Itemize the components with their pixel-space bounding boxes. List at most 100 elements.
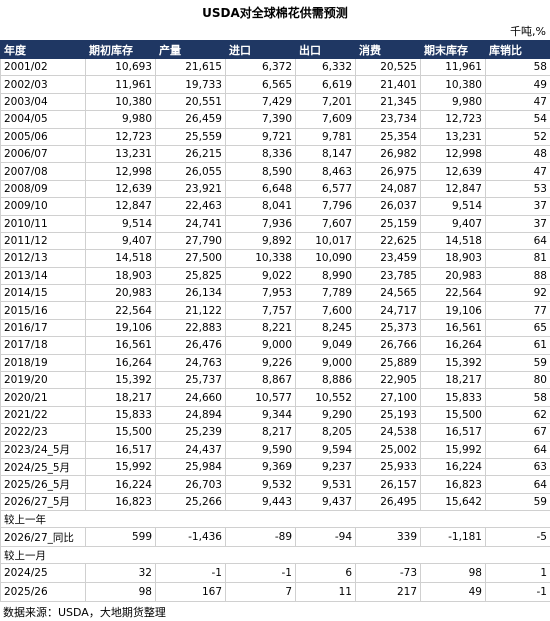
section-label: 较上一年 (0, 510, 550, 529)
section-row: 较上一年 (0, 510, 550, 529)
cell-label: 2010/11 (0, 214, 86, 233)
cell-number: 7,390 (225, 110, 296, 129)
cell-number: 98 (85, 582, 156, 603)
section-label: 较上一月 (0, 546, 550, 565)
table-row: 2017/18 16,561 26,476 9,000 9,049 26,766 16,26… (0, 336, 550, 355)
cell-number: -5 (485, 527, 550, 548)
cell-number: 10,017 (295, 231, 356, 251)
cell-number: 8,463 (295, 162, 356, 181)
cell-number: 9,000 (295, 353, 356, 373)
cell-number: 25,193 (355, 405, 421, 425)
cell-number: 67 (485, 423, 550, 442)
cell-number: 64 (485, 231, 550, 251)
cell-number: 98 (420, 563, 486, 584)
table-row: 2019/20 15,392 25,737 8,867 8,886 22,905 18,21… (0, 371, 550, 390)
cell-label: 2012/13 (0, 249, 86, 268)
table-row: 2008/09 12,639 23,921 6,648 6,577 24,087 12,84… (0, 179, 550, 199)
cell-number: 21,615 (155, 57, 226, 77)
cell-number: 24,763 (155, 353, 226, 373)
cell-number: 22,905 (355, 371, 421, 390)
cell-number: 20,983 (420, 266, 486, 286)
source: 数据来源：USDA，大地期货整理 (3, 606, 166, 619)
cell-number: 9,721 (225, 127, 296, 146)
section-row: 较上一月 (0, 546, 550, 565)
cell-number: 8,217 (225, 423, 296, 442)
cell-label: 2016/17 (0, 318, 86, 338)
table-row: 2021/22 15,833 24,894 9,344 9,290 25,193 15,50… (0, 405, 550, 425)
cell-number: 21,345 (355, 92, 421, 112)
cell-label: 2015/16 (0, 301, 86, 320)
cell-number: 7,789 (295, 284, 356, 303)
cell-number: 9,407 (420, 214, 486, 233)
cell-number: 26,982 (355, 144, 421, 164)
cell-number: 64 (485, 440, 550, 459)
cell-number: 26,215 (155, 144, 226, 164)
cell-label: 2024/25_5月 (0, 457, 86, 477)
cell-number: 53 (485, 179, 550, 199)
cell-number: 15,992 (420, 440, 486, 459)
cell-label: 2003/04 (0, 92, 86, 112)
cell-number: 12,998 (420, 144, 486, 164)
table-row: 2011/12 9,407 27,790 9,892 10,017 22,625 14,51… (0, 231, 550, 251)
cell-number: 6,577 (295, 179, 356, 199)
cell-label: 2024/25 (0, 563, 86, 584)
cell-number: 9,344 (225, 405, 296, 425)
cell-number: 16,264 (85, 353, 156, 373)
table-row: 2025/26_5月 16,224 26,703 9,532 9,531 26,157 16… (0, 475, 550, 494)
table-row: 2026/27_5月 16,823 25,266 9,443 9,437 26,495 15… (0, 492, 550, 512)
cell-number: 8,590 (225, 162, 296, 181)
cell-number: 11,961 (85, 75, 156, 94)
cell-number: 8,245 (295, 318, 356, 338)
cell-number: 16,823 (85, 492, 156, 512)
cell-number: 24,565 (355, 284, 421, 303)
cell-number: 19,733 (155, 75, 226, 94)
cell-number: -1 (225, 563, 296, 584)
cell-number: 9,000 (225, 336, 296, 355)
cell-number: 7,607 (295, 214, 356, 233)
cell-number: 339 (355, 527, 421, 548)
cell-number: 15,833 (85, 405, 156, 425)
cell-label: 2026/27_同比 (0, 527, 86, 548)
cell-number: -94 (295, 527, 356, 548)
cell-number: 19,106 (420, 301, 486, 320)
cell-number: 6,372 (225, 57, 296, 77)
cell-number: 48 (485, 144, 550, 164)
cell-number: 7,796 (295, 197, 356, 216)
cell-number: 7,953 (225, 284, 296, 303)
cell-number: 52 (485, 127, 550, 146)
cell-number: 22,564 (85, 301, 156, 320)
cell-number: 6,565 (225, 75, 296, 94)
cell-number: 9,407 (85, 231, 156, 251)
cell-number: 16,517 (420, 423, 486, 442)
cell-number: 64 (485, 475, 550, 494)
table-row: 2012/13 14,518 27,500 10,338 10,090 23,459 18,… (0, 249, 550, 268)
column-header: 期末库存 (420, 40, 486, 59)
cell-number: 26,495 (355, 492, 421, 512)
cell-number: 26,037 (355, 197, 421, 216)
cell-number: 58 (485, 388, 550, 407)
title: USDA对全球棉花供需预测 (202, 6, 348, 20)
cell-number: 49 (420, 582, 486, 603)
cell-number: -1,181 (420, 527, 486, 548)
cell-number: 15,833 (420, 388, 486, 407)
table-row: 2006/07 13,231 26,215 8,336 8,147 26,982 12,99… (0, 144, 550, 164)
cell-number: 16,823 (420, 475, 486, 494)
cell-number: 12,639 (85, 179, 156, 199)
cell-label: 2001/02 (0, 57, 86, 77)
column-header: 产量 (155, 40, 226, 59)
cell-number: -1 (155, 563, 226, 584)
table-row: 2010/11 9,514 24,741 7,936 7,607 25,159 9,407 3… (0, 214, 550, 233)
cell-number: 8,041 (225, 197, 296, 216)
cell-number: 10,380 (85, 92, 156, 112)
cell-label: 2025/26_5月 (0, 475, 86, 494)
cell-number: 16,517 (85, 440, 156, 459)
cell-number: 9,237 (295, 457, 356, 477)
cell-number: 12,847 (420, 179, 486, 199)
cell-number: 7,201 (295, 92, 356, 112)
cell-number: 88 (485, 266, 550, 286)
cell-number: -1,436 (155, 527, 226, 548)
cell-number: 9,781 (295, 127, 356, 146)
cell-number: 7,429 (225, 92, 296, 112)
cell-number: 9,369 (225, 457, 296, 477)
cell-number: 15,642 (420, 492, 486, 512)
